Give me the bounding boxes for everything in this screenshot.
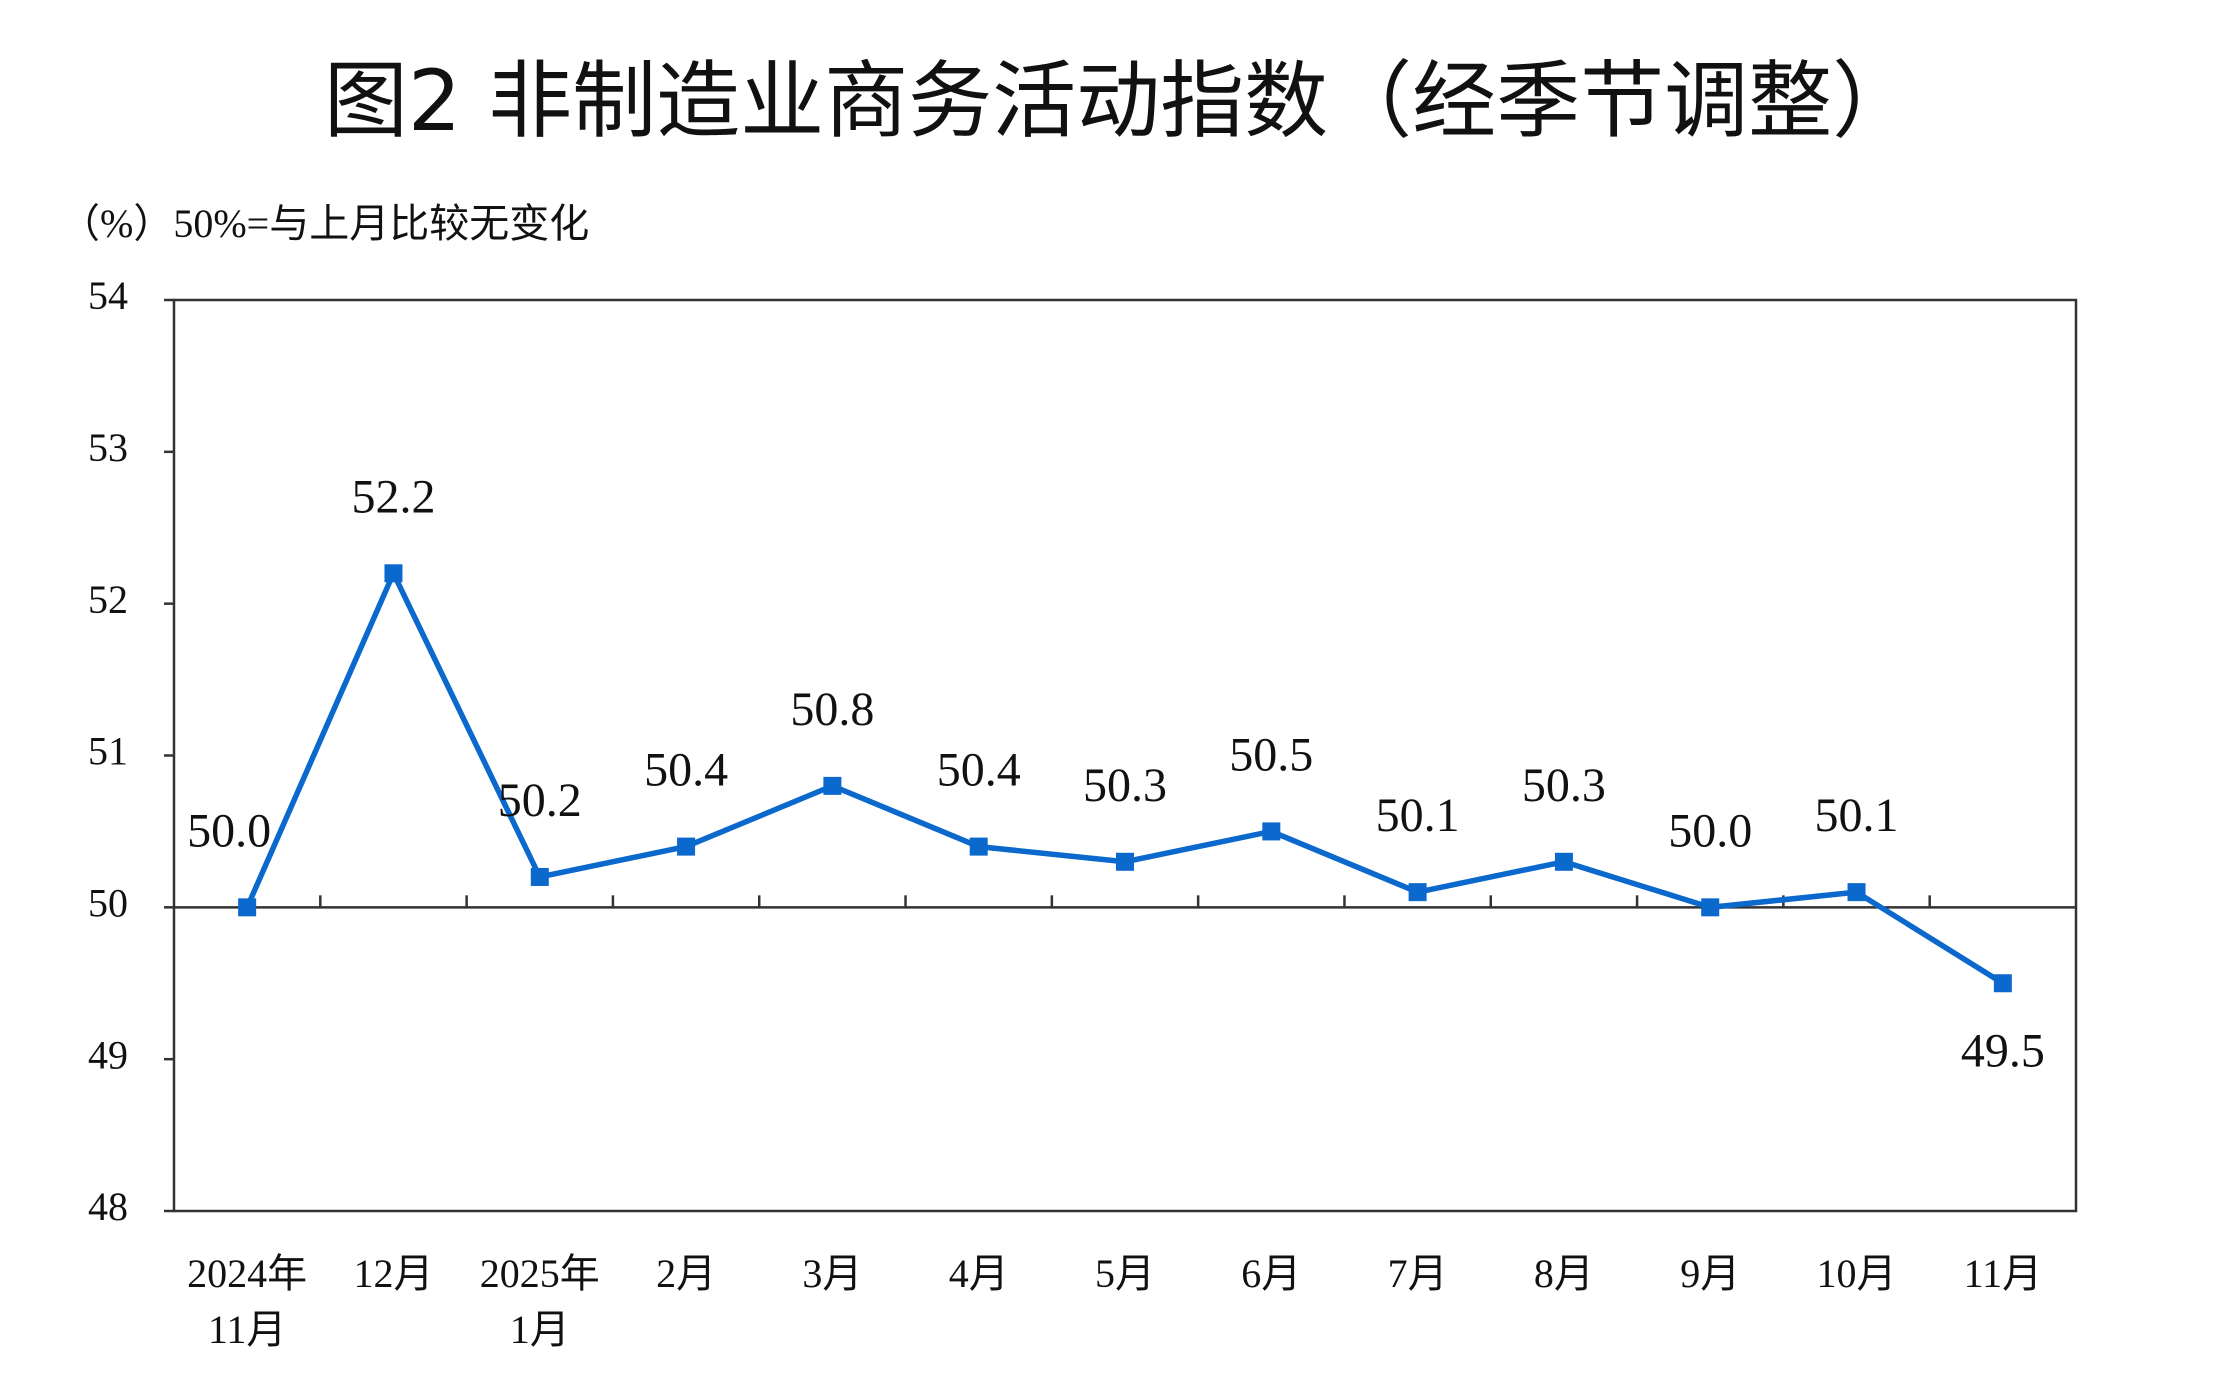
x-tick-label: 8月: [1533, 1251, 1594, 1296]
marker: [1554, 852, 1573, 871]
x-tick-label: 10月: [1816, 1251, 1897, 1296]
marker: [1993, 974, 2012, 993]
data-label: 50.4: [937, 744, 1021, 797]
data-label: 52.2: [351, 470, 435, 523]
y-tick-label: 53: [88, 425, 128, 470]
data-label: 50.3: [1522, 759, 1606, 812]
marker: [384, 564, 403, 583]
chart-subtitle: （%）50%=与上月比较无变化: [60, 201, 589, 246]
marker: [1116, 852, 1134, 871]
y-tick-label: 49: [88, 1032, 128, 1077]
x-tick-label: 3月: [802, 1251, 863, 1296]
marker: [823, 776, 842, 795]
data-label: 50.0: [1668, 804, 1752, 857]
marker: [238, 898, 257, 917]
x-tick-label: 2024年 11月: [187, 1251, 308, 1352]
x-tick-label: 6月: [1241, 1251, 1302, 1296]
marker: [1262, 822, 1281, 841]
x-tick-label: 5月: [1095, 1251, 1155, 1296]
y-tick-label: 52: [88, 577, 128, 622]
data-label: 50.0: [187, 804, 271, 857]
marker: [1408, 883, 1427, 902]
x-tick-label: 7月: [1387, 1251, 1448, 1296]
x-tick-label: 2025年 1月: [479, 1251, 600, 1352]
data-label: 49.5: [1961, 1024, 2045, 1077]
y-tick-label: 50: [88, 881, 128, 926]
x-tick-label: 12月: [353, 1251, 434, 1296]
data-label: 50.8: [790, 683, 874, 736]
marker: [1701, 898, 1720, 917]
data-label: 50.1: [1815, 789, 1899, 842]
x-tick-label: 11月: [1963, 1251, 2043, 1296]
marker: [1847, 883, 1866, 902]
data-label: 50.5: [1229, 728, 1313, 781]
y-tick-label: 51: [88, 729, 128, 774]
plot-frame: [172, 298, 2078, 1213]
marker: [969, 837, 988, 856]
chart-title: 图2 非制造业商务活动指数（经季节调整）: [324, 52, 1916, 150]
data-label: 50.2: [498, 774, 582, 827]
data-label: 50.1: [1376, 789, 1460, 842]
x-tick-label: 9月: [1680, 1251, 1741, 1296]
x-tick-label: 2月: [656, 1251, 717, 1296]
data-label: 50.4: [644, 744, 728, 797]
marker: [530, 867, 549, 886]
y-tick-label: 48: [88, 1184, 128, 1229]
marker: [677, 837, 696, 856]
y-tick-label: 54: [88, 273, 128, 318]
x-tick-label: 4月: [948, 1251, 1009, 1296]
data-label: 50.3: [1083, 759, 1167, 812]
